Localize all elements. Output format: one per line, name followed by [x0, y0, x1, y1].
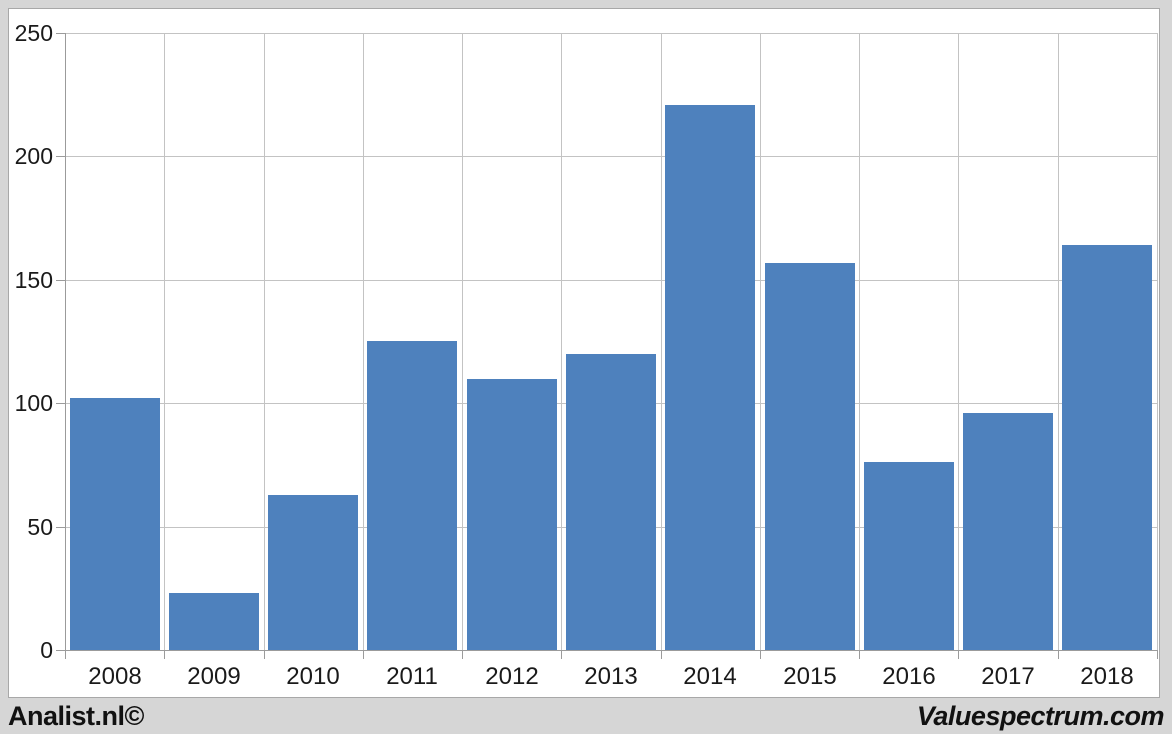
x-axis-tick [760, 650, 761, 659]
y-axis-tick [56, 650, 65, 651]
bar-2014 [665, 105, 755, 650]
x-tick-label: 2008 [88, 663, 142, 690]
x-axis-tick [1058, 650, 1059, 659]
x-axis-tick [1157, 650, 1158, 659]
x-axis-tick [363, 650, 364, 659]
vertical-gridline [1058, 33, 1059, 650]
vertical-gridline [462, 33, 463, 650]
bar-2017 [963, 413, 1053, 650]
x-tick-label: 2014 [683, 663, 737, 690]
bar-2013 [566, 354, 656, 650]
x-axis-line [65, 650, 1158, 651]
x-axis-tick [561, 650, 562, 659]
bar-2009 [169, 593, 259, 650]
vertical-gridline [1157, 33, 1158, 650]
y-axis-tick [56, 156, 65, 157]
x-axis-tick [462, 650, 463, 659]
y-axis-tick [56, 280, 65, 281]
bar-2010 [268, 495, 358, 650]
y-axis-tick [56, 403, 65, 404]
footer-site-label: Valuespectrum.com [916, 701, 1165, 731]
vertical-gridline [859, 33, 860, 650]
bar-2012 [467, 379, 557, 650]
y-tick-label: 100 [14, 390, 53, 416]
x-tick-label: 2016 [882, 663, 936, 690]
x-tick-label: 2012 [485, 663, 539, 690]
y-tick-label: 250 [14, 20, 53, 46]
vertical-gridline [164, 33, 165, 650]
horizontal-gridline [65, 156, 1157, 157]
y-tick-label: 150 [14, 267, 53, 293]
bar-2015 [765, 263, 855, 650]
bar-2016 [864, 462, 954, 650]
vertical-gridline [760, 33, 761, 650]
x-axis-tick [164, 650, 165, 659]
x-tick-label: 2011 [386, 663, 438, 690]
footer-bar: Analist.nl© Valuespectrum.com [0, 699, 1172, 734]
vertical-gridline [561, 33, 562, 650]
bar-2011 [367, 341, 457, 650]
y-axis-tick [56, 527, 65, 528]
bar-2008 [70, 398, 160, 650]
y-axis-line [65, 33, 66, 651]
horizontal-gridline [65, 33, 1157, 34]
bar-2018 [1062, 245, 1152, 650]
x-axis-tick [65, 650, 66, 659]
horizontal-gridline [65, 280, 1157, 281]
y-tick-label: 0 [40, 637, 53, 663]
chart-panel: 0 50 100 150 200 250 2008 2009 2010 2011 2012 2013 2… [8, 8, 1160, 698]
y-axis-tick [56, 33, 65, 34]
x-axis-tick [859, 650, 860, 659]
x-axis-tick [958, 650, 959, 659]
x-tick-label: 2018 [1080, 663, 1134, 690]
x-axis-tick [661, 650, 662, 659]
vertical-gridline [363, 33, 364, 650]
x-tick-label: 2015 [783, 663, 837, 690]
vertical-gridline [958, 33, 959, 650]
x-tick-label: 2010 [286, 663, 340, 690]
x-tick-label: 2017 [981, 663, 1035, 690]
x-axis-tick [264, 650, 265, 659]
footer-source-label: Analist.nl© [8, 701, 144, 731]
vertical-gridline [264, 33, 265, 650]
vertical-gridline [661, 33, 662, 650]
x-tick-label: 2013 [584, 663, 638, 690]
plot-area: 0 50 100 150 200 250 2008 2009 2010 2011 2012 2013 2… [9, 9, 1159, 697]
y-tick-label: 200 [14, 143, 53, 169]
y-tick-label: 50 [27, 514, 53, 540]
x-tick-label: 2009 [187, 663, 241, 690]
